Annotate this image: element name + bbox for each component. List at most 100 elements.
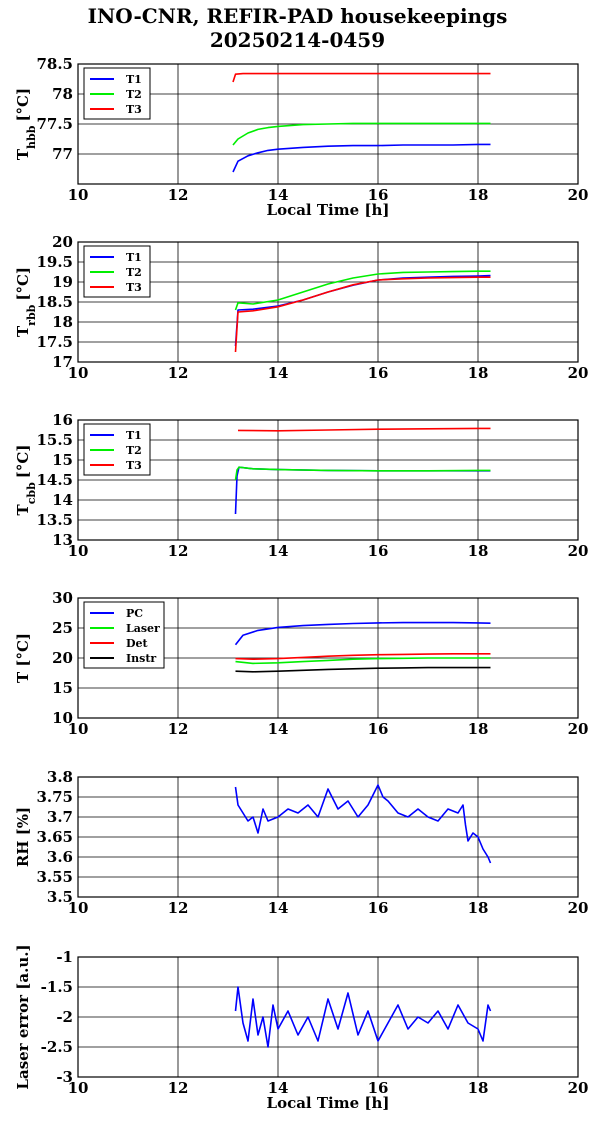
y-tick-label: 3.5 [47, 888, 73, 906]
x-axis-label: Local Time [h] [267, 201, 390, 219]
y-tick-label: 30 [52, 589, 73, 607]
y-axis-label: Trbb[°C] [14, 267, 38, 337]
series-line-pc [234, 621, 491, 646]
figure-title: INO-CNR, REFIR-PAD housekeepings 2025021… [0, 4, 595, 52]
series-line-t2 [234, 466, 491, 481]
panel-cbb: 10 12 14 16 18 20 13 13.5 14 14.5 15 15.5 16 Tcbb[°C]… [14, 411, 588, 560]
series-line-t3 [237, 427, 491, 432]
x-tick-label: 16 [368, 542, 389, 560]
x-tick-label: 20 [568, 899, 589, 917]
x-tick-label: 12 [168, 186, 189, 204]
series-line-t3 [234, 276, 491, 353]
y-tick-label: 15 [52, 679, 73, 697]
x-tick-label: 14 [268, 364, 289, 382]
x-tick-label: 12 [168, 899, 189, 917]
x-tick-label: 20 [568, 364, 589, 382]
legend-label-t1: T1 [126, 429, 142, 442]
y-tick-label: 77 [52, 145, 73, 163]
y-tick-label: -1.5 [41, 978, 73, 996]
x-tick-label: 16 [368, 720, 389, 738]
plot-frame [77, 776, 579, 898]
y-tick-label: 3.75 [36, 788, 73, 806]
legend: T1 T2 T3 [83, 423, 151, 476]
y-axis-label: Tcbb[°C] [14, 445, 38, 516]
y-tick-label: 17 [52, 353, 73, 371]
legend-label-t2: T2 [126, 88, 142, 101]
x-tick-label: 14 [268, 1079, 289, 1097]
x-tick-label: 16 [368, 899, 389, 917]
y-tick-label: -3 [56, 1068, 73, 1086]
x-tick-label: 20 [568, 720, 589, 738]
x-tick-label: 16 [368, 1079, 389, 1097]
x-tick-label: 18 [468, 899, 489, 917]
y-tick-label: 3.7 [47, 808, 73, 826]
plot-frame [77, 419, 579, 541]
y-tick-label: 18.5 [36, 293, 73, 311]
y-tick-label: -2 [56, 1008, 73, 1026]
x-tick-label: 10 [68, 720, 89, 738]
y-tick-label: 77.5 [36, 115, 73, 133]
series-line-data [234, 784, 492, 864]
title-line-2: 20250214-0459 [209, 28, 386, 52]
y-axis-label: Thbb[°C] [14, 88, 38, 160]
legend-label-t2: T2 [126, 444, 142, 457]
y-tick-label: 15 [52, 451, 73, 469]
legend-label-pc: PC [126, 607, 143, 620]
y-tick-label: 14.5 [36, 471, 73, 489]
y-axis-label: RH [%] [14, 807, 32, 867]
series-line-laser [235, 657, 491, 665]
y-tick-label: -1 [56, 948, 73, 966]
x-tick-label: 12 [168, 364, 189, 382]
x-tick-label: 14 [268, 899, 289, 917]
x-tick-label: 10 [68, 186, 89, 204]
plot-frame [77, 63, 579, 185]
x-tick-label: 18 [468, 720, 489, 738]
x-tick-label: 18 [468, 1079, 489, 1097]
y-tick-label: 25 [52, 619, 73, 637]
x-tick-label: 14 [268, 542, 289, 560]
legend-label-det: Det [126, 637, 149, 650]
y-tick-label: 13 [52, 531, 73, 549]
y-tick-label: -2.5 [41, 1038, 73, 1056]
title-line-1: INO-CNR, REFIR-PAD housekeepings [87, 4, 508, 28]
y-tick-label: 15.5 [36, 431, 73, 449]
series-line-t3 [232, 72, 491, 83]
y-tick-label: 10 [52, 709, 73, 727]
x-tick-label: 10 [68, 1079, 89, 1097]
y-tick-label: 78.5 [36, 55, 73, 73]
x-tick-label: 12 [168, 720, 189, 738]
x-tick-label: 14 [268, 186, 289, 204]
y-tick-label: 16 [52, 411, 73, 429]
legend: PC Laser Det Instr [83, 601, 165, 669]
x-tick-label: 20 [568, 186, 589, 204]
x-tick-label: 20 [568, 542, 589, 560]
y-axis-label: Laser error [a.u.] [14, 944, 32, 1089]
y-tick-label: 19 [52, 273, 73, 291]
panel-hbb: 10 12 14 16 18 20 77 77.5 78 78.5 Local Time [h] Th… [14, 55, 588, 219]
y-tick-label: 13.5 [36, 511, 73, 529]
plot-frame [77, 956, 579, 1078]
y-tick-label: 17.5 [36, 333, 73, 351]
legend: T1 T2 T3 [83, 245, 151, 298]
panel-rh: 10 12 14 16 18 20 3.5 3.55 3.6 3.65 3.7 3.75 3.8 RH [… [14, 768, 588, 917]
x-axis-label: Local Time [h] [267, 1094, 390, 1112]
y-tick-label: 18 [52, 313, 73, 331]
series-line-data [234, 986, 492, 1048]
x-tick-label: 12 [168, 542, 189, 560]
y-tick-label: 3.65 [36, 828, 73, 846]
panel-rbb: 10 12 14 16 18 20 17 17.5 18 18.5 19 19.5 20 Trbb[°C]… [14, 233, 588, 382]
series-line-t2 [234, 270, 491, 311]
y-tick-label: 20 [52, 649, 73, 667]
y-tick-label: 19.5 [36, 253, 73, 271]
legend-label-t3: T3 [126, 103, 142, 116]
x-tick-label: 20 [568, 1079, 589, 1097]
x-tick-label: 10 [68, 542, 89, 560]
x-tick-label: 12 [168, 1079, 189, 1097]
y-tick-label: 78 [52, 85, 73, 103]
plot-frame [77, 597, 579, 719]
plot-frame [77, 241, 579, 363]
legend-label-t2: T2 [126, 266, 142, 279]
x-tick-label: 14 [268, 720, 289, 738]
x-tick-label: 10 [68, 899, 89, 917]
